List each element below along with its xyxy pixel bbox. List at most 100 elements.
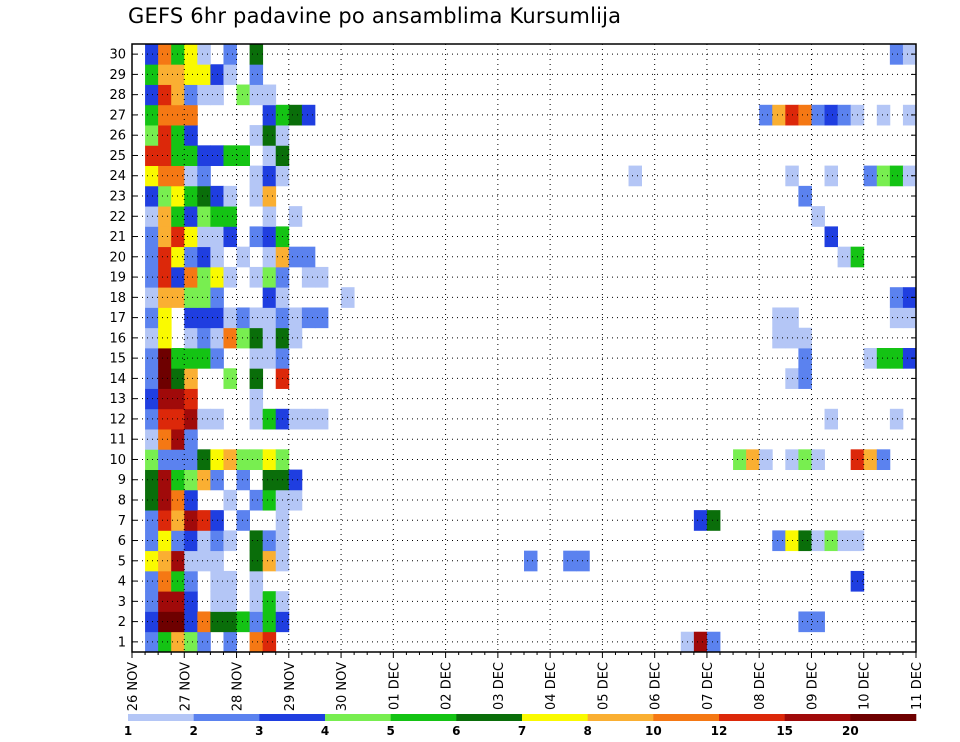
x-tick-label: 04 DEC (544, 662, 559, 710)
heatmap-cell (145, 327, 159, 349)
heatmap-cell (184, 530, 198, 552)
y-tick-label: 24 (109, 169, 126, 184)
y-tick-label: 2 (118, 615, 126, 630)
legend-swatch (128, 714, 194, 721)
heatmap-cell (145, 206, 159, 227)
heatmap-cell (798, 348, 812, 369)
heatmap-cell (837, 104, 852, 126)
legend-swatch (456, 714, 523, 721)
x-tick-label: 30 NOV (335, 662, 350, 711)
heatmap-cell (184, 327, 198, 349)
heatmap-cell (184, 104, 198, 126)
heatmap-cell (249, 64, 264, 85)
heatmap-cell (145, 550, 159, 572)
legend-label: 4 (321, 724, 329, 738)
heatmap-cell (145, 125, 159, 146)
heatmap-cell (158, 348, 172, 369)
x-tick-label: 05 DEC (596, 662, 611, 710)
y-tick-label: 28 (109, 88, 126, 103)
heatmap-cell (184, 145, 198, 166)
heatmap-cell (262, 631, 277, 653)
x-tick-label: 29 NOV (283, 662, 298, 711)
legend-label: 1 (124, 724, 132, 738)
heatmap-cell (811, 206, 825, 227)
heatmap-cell (889, 287, 904, 308)
heatmap-cell (249, 327, 264, 349)
heatmap-cell (197, 307, 211, 329)
y-tick-label: 5 (118, 554, 126, 569)
heatmap-cell (249, 165, 264, 187)
heatmap-cell (249, 44, 264, 65)
heatmap-cell (158, 307, 172, 329)
y-tick-label: 18 (109, 291, 126, 306)
heatmap-cell (223, 44, 237, 65)
heatmap-cell (197, 327, 211, 349)
heatmap-cell (158, 287, 172, 308)
heatmap-cell (158, 145, 172, 166)
y-tick-label: 7 (118, 514, 126, 529)
y-tick-label: 15 (109, 352, 126, 367)
heatmap-cell (158, 631, 172, 653)
heatmap-cell (184, 489, 198, 511)
x-tick-label: 09 DEC (805, 662, 820, 710)
heatmap-cell (145, 591, 159, 612)
heatmap-cell (184, 165, 198, 187)
heatmap-cell (288, 327, 303, 349)
heatmap-cell (759, 104, 773, 126)
heatmap-cell (798, 104, 812, 126)
heatmap-cell (158, 368, 172, 389)
heatmap-cell (628, 165, 642, 187)
heatmap-cell (889, 408, 904, 430)
heatmap-cell (236, 327, 250, 349)
heatmap-cell (158, 611, 172, 633)
heatmap-cell (759, 449, 773, 470)
heatmap-cell (262, 84, 277, 106)
heatmap-cell (223, 64, 237, 85)
heatmap-cell (576, 550, 590, 572)
heatmap-cell (184, 631, 198, 653)
heatmap-cell (145, 44, 159, 65)
heatmap-cell (197, 165, 211, 187)
y-tick-label: 13 (109, 392, 126, 407)
y-tick-label: 25 (109, 149, 126, 164)
heatmap-cell (145, 449, 159, 470)
heatmap-cell (197, 449, 211, 470)
heatmap-cell (197, 64, 211, 85)
heatmap-cell (197, 287, 211, 308)
heatmap-cell (158, 165, 172, 187)
heatmap-cell (145, 611, 159, 633)
y-tick-label: 8 (118, 494, 126, 509)
heatmap-cell (262, 266, 277, 288)
heatmap-cell (197, 510, 211, 531)
heatmap-cell (262, 246, 277, 268)
heatmap-cell (184, 206, 198, 227)
y-tick-label: 20 (109, 250, 126, 265)
heatmap-cell (524, 550, 538, 572)
heatmap-cell (902, 104, 917, 126)
heatmap-cell (145, 348, 159, 369)
x-tick-label: 07 DEC (701, 662, 716, 710)
heatmap-cell (798, 368, 812, 389)
y-tick-label: 26 (109, 129, 126, 144)
heatmap-cell (249, 570, 264, 592)
heatmap-cell (145, 287, 159, 308)
heatmap-cell (145, 104, 159, 126)
heatmap-cell (158, 185, 172, 207)
heatmap-cell (563, 550, 577, 572)
heatmap-cell (301, 104, 316, 126)
y-tick-label: 30 (109, 48, 126, 63)
heatmap-cell (262, 206, 277, 227)
heatmap-cell (158, 429, 172, 450)
heatmap-cell (824, 530, 838, 552)
heatmap-cell (249, 611, 264, 633)
heatmap-cell (197, 44, 211, 65)
heatmap-cell (184, 287, 198, 308)
x-tick-label: 27 NOV (178, 662, 193, 711)
heatmap-cell (236, 307, 250, 329)
heatmap-cells (145, 44, 917, 653)
y-tick-label: 1 (118, 635, 126, 650)
heatmap-cell (902, 307, 917, 329)
heatmap-cell (158, 327, 172, 349)
heatmap-cell (145, 165, 159, 187)
heatmap-cell (145, 185, 159, 207)
